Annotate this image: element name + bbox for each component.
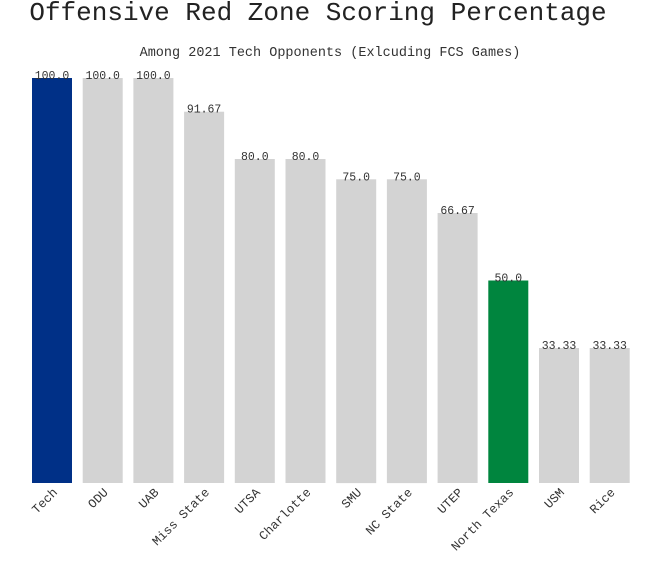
bars-layer: [32, 78, 630, 484]
x-tick-label-rice: Rice: [587, 486, 618, 517]
x-tick-label-usm: USM: [542, 486, 568, 512]
bar-uab: [133, 78, 174, 483]
value-label-utep: 66.67: [440, 205, 475, 218]
bar-tech: [32, 78, 72, 483]
value-label-uab: 100.0: [136, 70, 171, 83]
value-label-north-texas: 50.0: [494, 273, 522, 286]
value-label-tech: 100.0: [35, 70, 70, 83]
bar-charlotte: [285, 159, 326, 483]
value-label-odu: 100.0: [85, 70, 120, 83]
x-tick-label-tech: Tech: [30, 486, 61, 517]
bar-usm: [539, 348, 579, 483]
value-label-miss-state: 91.67: [187, 104, 222, 117]
bar-utep: [437, 213, 478, 483]
value-label-rice: 33.33: [592, 340, 627, 353]
bar-nc-state: [386, 179, 427, 484]
bar-rice: [589, 348, 630, 483]
chart-title: Offensive Red Zone Scoring Percentage: [29, 0, 606, 28]
x-tick-label-uab: UAB: [136, 486, 162, 512]
value-label-utsa: 80.0: [241, 151, 269, 164]
x-tick-label-utsa: UTSA: [233, 486, 264, 517]
x-tick-label-utep: UTEP: [435, 486, 466, 517]
bar-utsa: [234, 159, 275, 483]
x-tick-label-smu: SMU: [339, 486, 365, 512]
bar-north-texas: [488, 280, 529, 483]
x-tick-label-nc-state: NC State: [363, 486, 415, 538]
value-label-smu: 75.0: [342, 171, 370, 184]
bar-odu: [82, 78, 123, 483]
bar-miss-state: [184, 111, 225, 483]
value-label-charlotte: 80.0: [292, 151, 320, 164]
value-labels-layer: 100.0 100.0 100.0 91.67 80.0 80.0 75.0 75.0 66.6…: [35, 70, 627, 353]
chart-subtitle: Among 2021 Tech Opponents (Exlcuding FCS…: [140, 46, 521, 61]
bar-smu: [336, 179, 377, 484]
x-tick-label-charlotte: Charlotte: [257, 486, 315, 544]
x-tick-label-odu: ODU: [86, 486, 112, 512]
value-label-nc-state: 75.0: [393, 171, 421, 184]
value-label-usm: 33.33: [542, 340, 577, 353]
